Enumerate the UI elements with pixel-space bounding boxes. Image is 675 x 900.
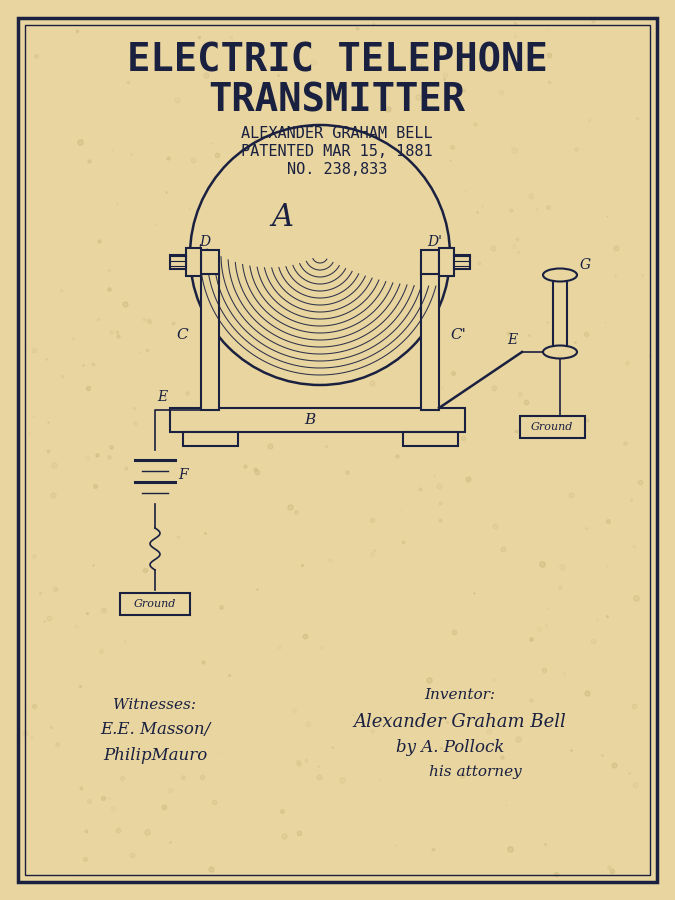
Text: B: B	[304, 413, 316, 427]
Text: NO. 238,833: NO. 238,833	[287, 163, 387, 177]
Text: TRANSMITTER: TRANSMITTER	[209, 81, 466, 119]
Text: ALEXANDER GRAHAM BELL: ALEXANDER GRAHAM BELL	[241, 127, 433, 141]
Text: Alexander Graham Bell: Alexander Graham Bell	[354, 713, 566, 731]
Bar	[454, 255, 470, 269]
Text: PATENTED MAR 15, 1881: PATENTED MAR 15, 1881	[241, 145, 433, 159]
Bar	[421, 262, 439, 410]
Bar	[170, 255, 186, 269]
Bar	[553, 275, 567, 352]
Text: E: E	[157, 390, 167, 404]
Text: ELECTRIC TELEPHONE: ELECTRIC TELEPHONE	[127, 41, 547, 79]
Ellipse shape	[543, 268, 577, 282]
Bar	[186, 248, 201, 276]
Bar	[201, 250, 219, 274]
Text: E.E. Masson/: E.E. Masson/	[100, 722, 210, 739]
Text: G: G	[579, 258, 591, 272]
Bar	[201, 262, 219, 410]
Text: Ground: Ground	[134, 599, 176, 609]
Bar	[170, 408, 465, 432]
Text: Ground: Ground	[531, 422, 573, 432]
Text: Inventor:: Inventor:	[425, 688, 495, 702]
Bar	[182, 432, 238, 446]
Circle shape	[190, 125, 450, 385]
Text: D: D	[199, 235, 211, 249]
Text: by A. Pollock: by A. Pollock	[396, 740, 504, 757]
Bar	[439, 248, 454, 276]
Text: F: F	[178, 468, 188, 482]
Bar	[120, 593, 190, 615]
Bar	[402, 432, 458, 446]
Text: A: A	[271, 202, 293, 232]
Text: Witnesses:: Witnesses:	[113, 698, 196, 712]
Bar	[520, 416, 585, 438]
Text: C: C	[176, 328, 188, 342]
Text: E: E	[507, 333, 517, 347]
Text: C': C'	[450, 328, 466, 342]
Text: D': D'	[427, 235, 443, 249]
Bar	[421, 250, 439, 274]
Ellipse shape	[543, 346, 577, 358]
Text: PhilipMauro: PhilipMauro	[103, 746, 207, 763]
Text: his attorney: his attorney	[429, 765, 521, 779]
